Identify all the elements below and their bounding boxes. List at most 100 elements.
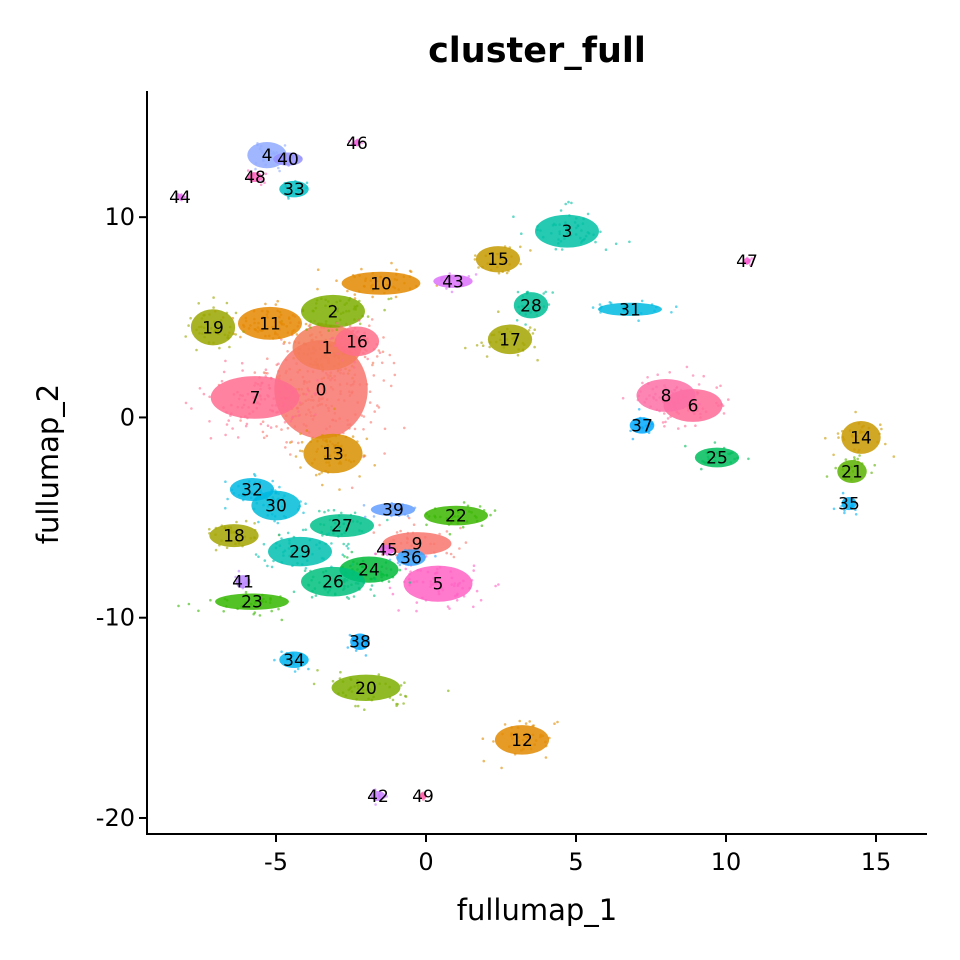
cluster-8-point [648,394,651,397]
cluster-38-point [362,636,365,639]
cluster-17-point [516,353,520,357]
cluster-21-point [841,468,845,471]
cluster-36-point [417,552,421,556]
cluster-label-9: 9 [412,535,423,555]
cluster-5-point [416,569,419,572]
cluster-0-point [295,406,299,410]
cluster-7-point [245,422,249,426]
cluster-25-point [747,457,750,461]
cluster-24-point [380,565,384,568]
cluster-23-point [253,611,257,614]
cluster-0-point [348,423,352,426]
cluster-5-point [470,579,474,582]
cluster-29-point [280,537,283,540]
cluster-39-point [401,503,405,506]
cluster-5-point [421,580,425,584]
cluster-0-point [403,426,406,430]
cluster-8-point [621,396,625,400]
cluster-35-point [854,508,857,512]
cluster-24-point [380,575,383,579]
cluster-18-point [220,539,223,542]
cluster-13-point [316,439,319,443]
cluster-3-point [628,240,631,244]
cluster-0-point [393,373,397,377]
cluster-26-point [356,582,360,585]
cluster-47-point [750,257,754,260]
cluster-0-point [309,411,312,414]
cluster-7-point [230,403,233,407]
cluster-36-point [396,561,400,564]
cluster-38-point [346,646,350,649]
cluster-28-point [547,303,551,306]
cluster-43-point [449,275,452,279]
cluster-12-point [482,759,486,763]
y-tick-label: -20 [96,804,135,832]
cluster-9-point [406,531,410,535]
cluster-0-point [325,427,328,431]
cluster-22-point [456,515,460,518]
cluster-11-point [257,321,260,325]
cluster-22-point [478,505,482,508]
cluster-26-point [307,583,310,587]
cluster-3-point [557,238,560,241]
cluster-7-point [225,411,228,414]
cluster-28-point [531,301,535,304]
cluster-28-point [518,311,521,315]
cluster-43-point [457,283,461,286]
cluster-20-point [363,708,366,711]
cluster-18-point [214,548,218,552]
cluster-12-point [544,756,548,759]
cluster-7-point [241,394,244,398]
cluster-15-point [529,249,532,252]
cluster-27-point [318,509,321,513]
cluster-23-point [236,607,239,611]
cluster-11-point [274,303,278,306]
cluster-39-point [372,515,376,518]
cluster-10-point [386,287,390,291]
cluster-7-point [236,390,239,394]
cluster-3-point [558,223,561,226]
cluster-25-point [707,457,710,461]
cluster-29-point [320,556,324,560]
cluster-31-point [623,305,627,309]
cluster-23-point [277,607,280,611]
cluster-5-point [448,607,451,610]
cluster-9-point [410,544,413,547]
cluster-1-point [322,376,326,380]
cluster-11-point [264,334,267,338]
cluster-2-points [278,294,393,339]
cluster-1-point [316,363,319,366]
cluster-7-point [285,387,289,391]
cluster-15-point [508,246,512,249]
cluster-32-point [260,491,263,495]
cluster-33-point [287,190,290,194]
cluster-46-point [351,143,355,147]
cluster-27-point [356,520,359,523]
cluster-3-point [567,200,570,204]
cluster-46-point [348,139,351,143]
cluster-18-point [253,528,257,532]
cluster-29-point [327,532,331,535]
cluster-13-point [339,446,343,449]
cluster-5-point [449,570,452,573]
cluster-0-point [353,427,357,431]
cluster-38-points [346,633,370,657]
cluster-0-point [338,383,342,386]
cluster-22-point [457,511,460,514]
cluster-29-point [311,552,314,556]
cluster-45-point [374,552,377,556]
cluster-30-point [277,492,280,495]
cluster-48-point [259,183,263,187]
cluster-20-point [447,689,450,693]
cluster-23-point [240,605,243,608]
cluster-3-point [557,242,560,245]
cluster-16-point [345,332,349,336]
cluster-4-point [278,169,281,173]
cluster-7-point [313,392,317,395]
cluster-14-point [862,430,865,434]
cluster-30-point [273,519,276,523]
cluster-3-point [565,226,569,230]
cluster-17-point [481,344,485,348]
cluster-13-point [315,450,319,453]
cluster-7-point [198,387,202,390]
